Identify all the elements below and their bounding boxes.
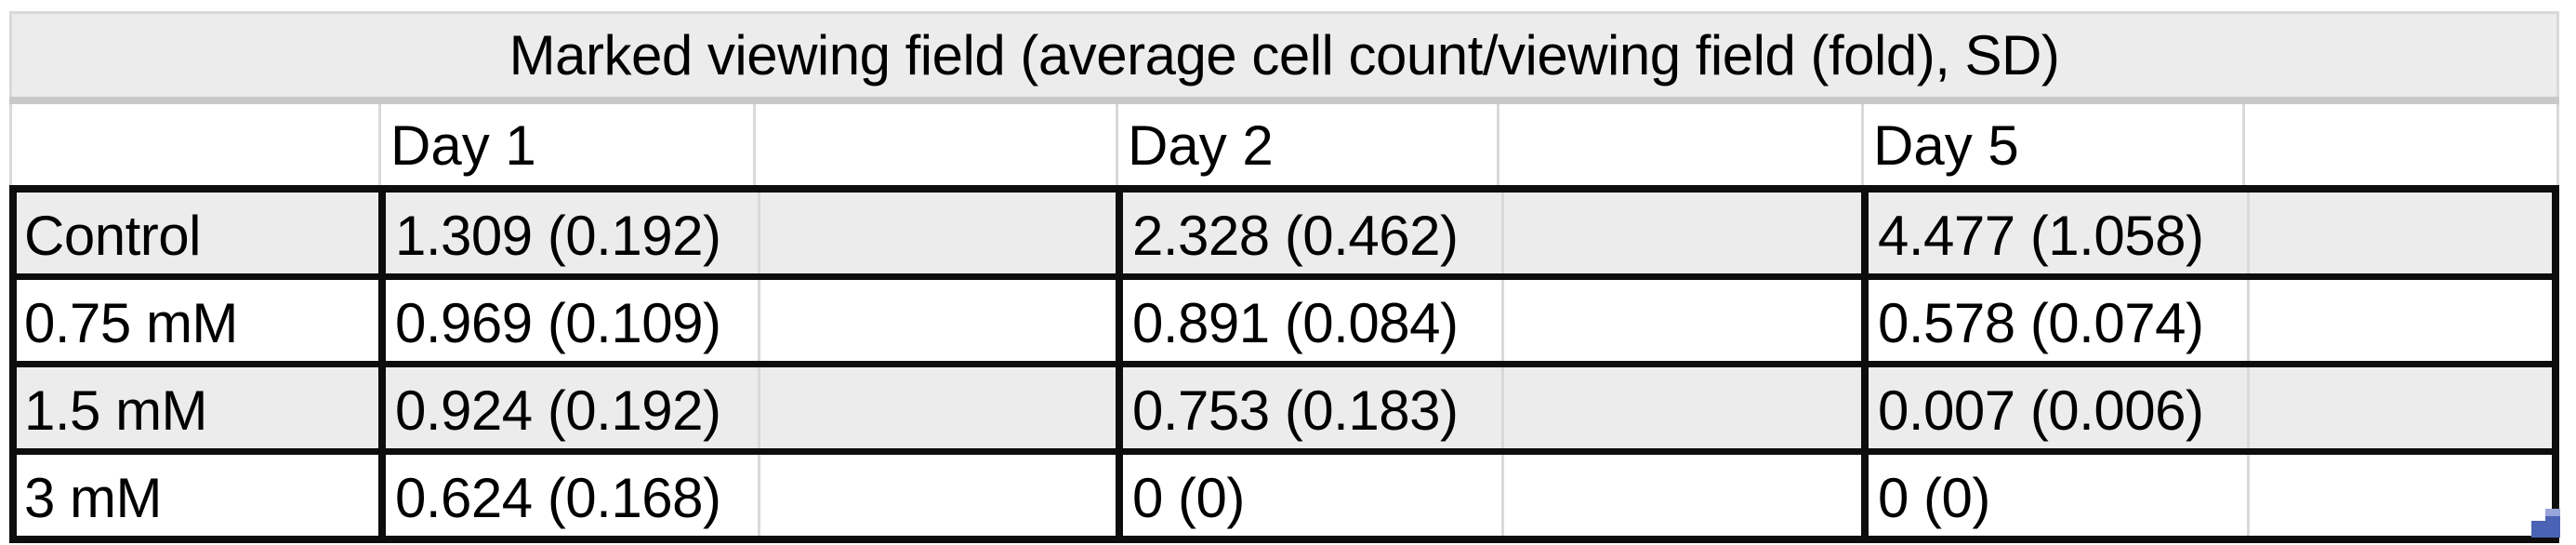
row-label: 1.5 mM <box>17 367 386 448</box>
data-table: Marked viewing field (average cell count… <box>9 11 2559 543</box>
cell-day1: 0.969 (0.109) <box>386 280 760 361</box>
header-day5: Day 5 <box>1864 104 2245 185</box>
table-row: 1.5 mM 0.924 (0.192) 0.753 (0.183) 0.007… <box>17 361 2552 448</box>
header-spacer <box>1499 104 1864 185</box>
header-day1: Day 1 <box>381 104 756 185</box>
data-rows: Control 1.309 (0.192) 2.328 (0.462) 4.47… <box>9 185 2559 543</box>
cell-spacer <box>2250 367 2552 448</box>
cell-day1: 1.309 (0.192) <box>386 193 760 273</box>
cell-day5: 0.007 (0.006) <box>1869 367 2250 448</box>
header-empty-cell <box>12 104 381 185</box>
cell-spacer <box>760 367 1123 448</box>
table-row: 0.75 mM 0.969 (0.109) 0.891 (0.084) 0.57… <box>17 273 2552 361</box>
cell-day5: 0.578 (0.074) <box>1869 280 2250 361</box>
cell-spacer <box>2250 280 2552 361</box>
header-spacer <box>2245 104 2547 185</box>
cell-day2: 0.891 (0.084) <box>1123 280 1504 361</box>
row-label: 3 mM <box>17 455 386 536</box>
cell-spacer <box>2250 193 2552 273</box>
header-day2: Day 2 <box>1118 104 1499 185</box>
cell-spacer <box>760 280 1123 361</box>
table-title: Marked viewing field (average cell count… <box>9 11 2559 97</box>
cell-spacer <box>1504 367 1869 448</box>
cell-spacer <box>2250 455 2552 536</box>
row-label: 0.75 mM <box>17 280 386 361</box>
row-label: Control <box>17 193 386 273</box>
title-separator <box>9 97 2559 104</box>
cell-day1: 0.924 (0.192) <box>386 367 760 448</box>
cell-spacer <box>760 193 1123 273</box>
cell-spacer <box>1504 280 1869 361</box>
cell-spacer <box>760 455 1123 536</box>
table-row: 3 mM 0.624 (0.168) 0 (0) 0 (0) <box>17 448 2552 536</box>
cell-day2: 2.328 (0.462) <box>1123 193 1504 273</box>
cell-day1: 0.624 (0.168) <box>386 455 760 536</box>
cell-day2: 0.753 (0.183) <box>1123 367 1504 448</box>
chart-fragment-bar-cap <box>2545 509 2560 516</box>
cell-day2: 0 (0) <box>1123 455 1504 536</box>
cell-day5: 0 (0) <box>1869 455 2250 536</box>
cell-spacer <box>1504 193 1869 273</box>
cell-day5: 4.477 (1.058) <box>1869 193 2250 273</box>
chart-fragment-bar-short <box>2531 521 2545 538</box>
day-header-row: Day 1 Day 2 Day 5 <box>9 104 2559 185</box>
header-spacer <box>756 104 1118 185</box>
cell-spacer <box>1504 455 1869 536</box>
table-row: Control 1.309 (0.192) 2.328 (0.462) 4.47… <box>17 193 2552 273</box>
